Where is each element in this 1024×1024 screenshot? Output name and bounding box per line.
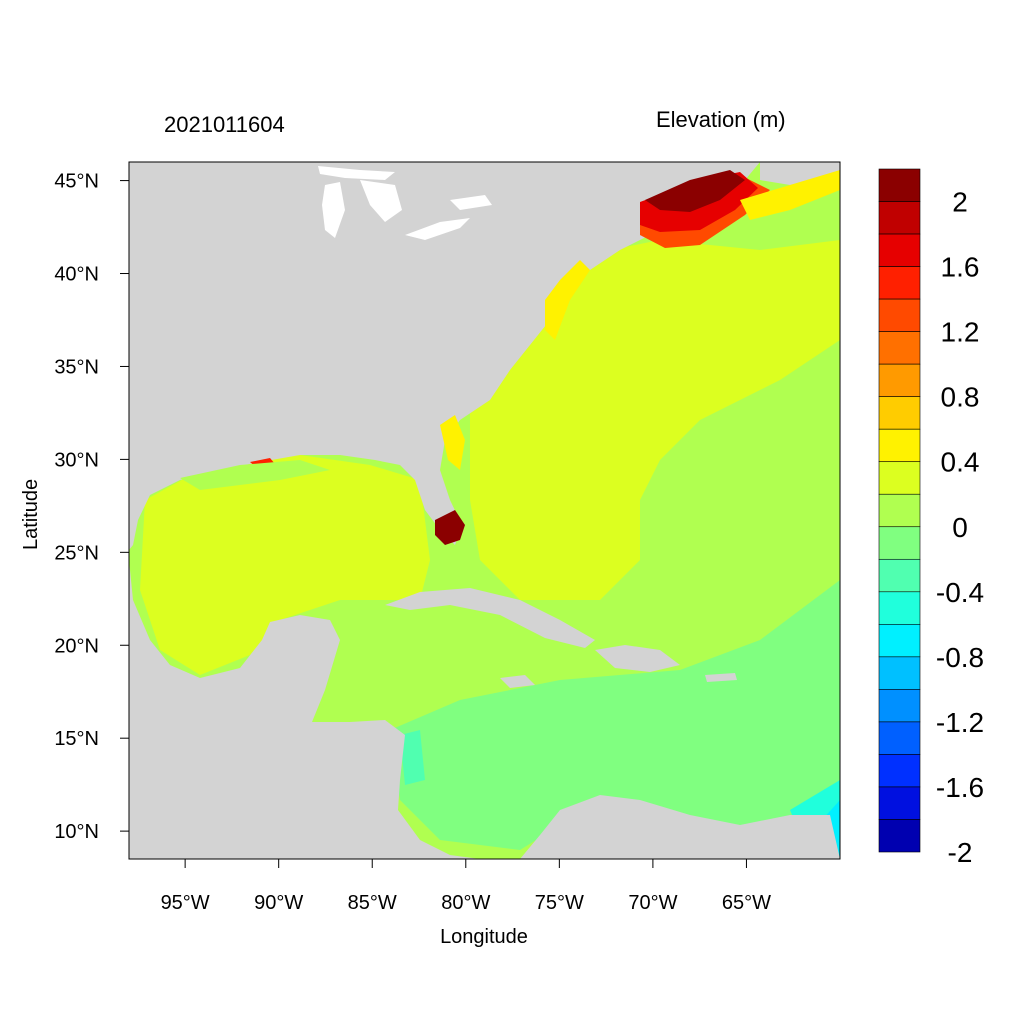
- colorbar-label: 0: [952, 512, 968, 543]
- land-central-america: [129, 560, 480, 859]
- colorbar-label: -0.4: [936, 577, 984, 608]
- x-tick-label: 65°W: [722, 892, 771, 914]
- land-south-america: [520, 795, 840, 859]
- colorbar-swatch: [878, 689, 921, 723]
- x-axis: 95°W 90°W 85°W 80°W 75°W 70°W 65°W: [161, 859, 771, 914]
- colorbar-swatch: [878, 819, 921, 853]
- colorbar-swatch: [878, 591, 921, 625]
- lake-huron: [360, 180, 402, 222]
- colorbar-swatch: [878, 396, 921, 430]
- colorbar-label: -2: [948, 837, 973, 868]
- gulf-coast-band: [180, 460, 330, 490]
- y-axis-label: Latitude: [20, 478, 42, 550]
- y-tick-label: 45°N: [54, 171, 99, 193]
- x-tick-label: 75°W: [535, 892, 584, 914]
- caribbean-band: [390, 580, 840, 850]
- x-tick-label: 70°W: [628, 892, 677, 914]
- colorbar-label: -1.2: [936, 707, 984, 738]
- y-tick-label: 25°N: [54, 542, 99, 564]
- land-puerto-rico: [705, 673, 737, 682]
- colorbar-swatch: [878, 168, 921, 202]
- colorbar-swatch: [878, 201, 921, 235]
- y-tick-label: 40°N: [54, 264, 99, 286]
- land-hispaniola: [595, 645, 680, 672]
- lake-ontario: [450, 195, 492, 210]
- lake-michigan: [322, 182, 345, 238]
- land-north-america: [129, 162, 760, 550]
- y-tick-label: 35°N: [54, 356, 99, 378]
- lake-erie: [405, 218, 470, 240]
- colorbar-swatch: [878, 331, 921, 365]
- x-tick-label: 90°W: [254, 892, 303, 914]
- colorbar-swatch: [878, 298, 921, 332]
- gulf-of-maine-surge-core: [645, 170, 745, 212]
- midatlantic-coast-band: [545, 260, 590, 340]
- plot-frame: [128, 161, 841, 860]
- land-cuba: [385, 588, 595, 648]
- y-axis: 45°N 40°N 35°N 30°N 25°N 20°N 15°N 10°N: [54, 171, 129, 843]
- map-plot: [129, 162, 840, 859]
- florida-surge: [435, 510, 465, 545]
- x-tick-label: 95°W: [161, 892, 210, 914]
- colorbar-swatch: [878, 656, 921, 690]
- caribbean-negative-band: [400, 730, 425, 785]
- land-nova-scotia: [760, 162, 840, 185]
- gulf-band: [140, 455, 430, 675]
- x-axis-label: Longitude: [440, 926, 528, 948]
- colorbar-label: 2: [952, 187, 968, 218]
- colorbar-swatch: [878, 624, 921, 658]
- colorbar-swatch: [878, 363, 921, 397]
- colorbar-swatch: [878, 754, 921, 788]
- colorbar-label: 0.8: [941, 382, 980, 413]
- y-tick-label: 30°N: [54, 449, 99, 471]
- x-tick-label: 85°W: [348, 892, 397, 914]
- colorbar-label: 0.4: [941, 447, 980, 478]
- colorbar-label: 1.2: [941, 317, 980, 348]
- lake-superior: [318, 166, 395, 180]
- colorbar-swatch: [878, 233, 921, 267]
- y-tick-label: 15°N: [54, 728, 99, 750]
- atlantic-high-band: [470, 240, 840, 600]
- colorbar-label: -0.8: [936, 642, 984, 673]
- variable-label: Elevation (m): [656, 107, 786, 132]
- timestamp-label: 2021011604: [164, 112, 285, 137]
- y-tick-label: 20°N: [54, 635, 99, 657]
- colorbar-label: 1.6: [941, 252, 980, 283]
- y-tick-label: 10°N: [54, 821, 99, 843]
- colorbar-swatch: [878, 266, 921, 300]
- colorbar-swatch: [878, 721, 921, 755]
- colorbar-swatch: [878, 428, 921, 463]
- colorbar-swatch: [878, 461, 921, 495]
- gulf-of-maine-plume: [740, 170, 840, 220]
- colorbar-label: -1.6: [936, 772, 984, 803]
- x-tick-label: 80°W: [441, 892, 490, 914]
- colorbar-swatch: [878, 526, 921, 560]
- colorbar: 2 1.6 1.2 0.8 0.4 0 -0.4 -0.8 -1.2 -1.6 -2: [878, 168, 984, 868]
- land-jamaica: [500, 675, 535, 688]
- florida-coast-band: [440, 415, 465, 470]
- colorbar-swatch: [878, 786, 921, 820]
- colorbar-swatch: [878, 558, 921, 593]
- colorbar-swatch: [878, 493, 921, 528]
